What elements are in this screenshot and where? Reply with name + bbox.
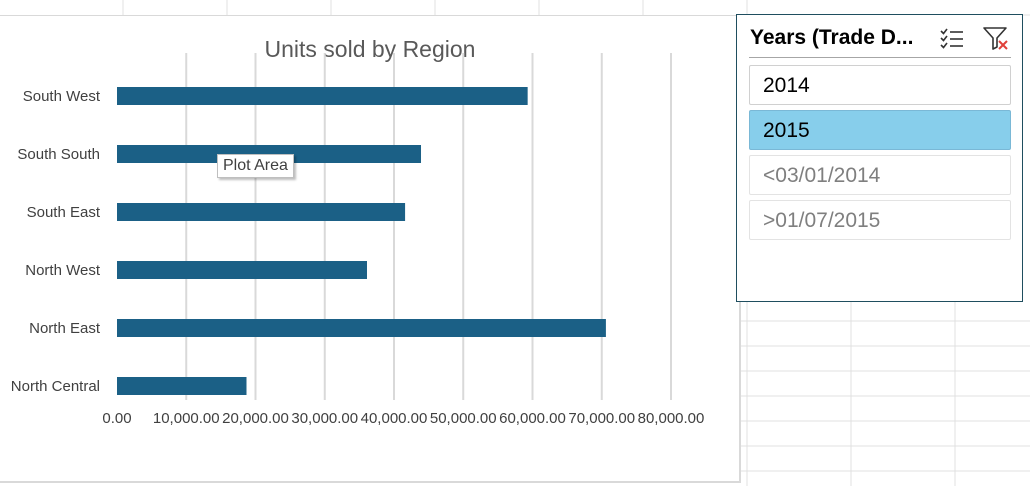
- bar-chart[interactable]: Units sold by Region South West South Sou…: [0, 16, 741, 484]
- multiselect-button[interactable]: [937, 24, 967, 52]
- category-label: South East: [27, 204, 101, 221]
- slicer-item[interactable]: <03/01/2014: [749, 155, 1011, 195]
- slicer-title: Years (Trade D...: [750, 26, 914, 49]
- bar[interactable]: [117, 319, 606, 337]
- category-label: North West: [25, 262, 101, 279]
- slicer-header: Years (Trade D...: [749, 23, 1011, 58]
- bar[interactable]: [117, 377, 247, 395]
- bar[interactable]: [117, 203, 406, 221]
- bars: [117, 87, 606, 395]
- x-tick-label: 50,000.00: [430, 410, 497, 427]
- slicer-item[interactable]: 2015: [749, 110, 1011, 150]
- x-tick-label: 10,000.00: [153, 410, 220, 427]
- slicer-item[interactable]: 2014: [749, 65, 1011, 105]
- category-label: North Central: [11, 378, 100, 395]
- clear-filter-button[interactable]: [981, 24, 1011, 52]
- plot-area-tooltip: Plot Area: [217, 154, 294, 178]
- bar[interactable]: [117, 87, 528, 105]
- chart-title: Units sold by Region: [265, 36, 476, 62]
- clear-filter-icon: [983, 27, 1008, 50]
- x-tick-label: 40,000.00: [361, 410, 428, 427]
- slicer-item[interactable]: >01/07/2015: [749, 200, 1011, 240]
- bar[interactable]: [117, 261, 367, 279]
- x-tick-label: 20,000.00: [222, 410, 289, 427]
- chart-area[interactable]: Units sold by Region South West South Sou…: [0, 15, 741, 483]
- gridlines: [185, 53, 672, 400]
- category-label: North East: [29, 320, 101, 337]
- x-tick-label: 0.00: [102, 410, 131, 427]
- category-label: South South: [17, 146, 100, 163]
- x-tick-label: 80,000.00: [638, 410, 705, 427]
- category-label: South West: [23, 88, 101, 105]
- years-slicer[interactable]: Years (Trade D... 2014 2015 <03/01/201: [736, 14, 1023, 302]
- x-tick-label: 60,000.00: [499, 410, 566, 427]
- x-tick-label: 30,000.00: [291, 410, 358, 427]
- x-tick-label: 70,000.00: [568, 410, 635, 427]
- value-axis: 0.00 10,000.00 20,000.00 30,000.00 40,000.00…: [102, 410, 704, 427]
- multiselect-icon: [940, 28, 963, 49]
- category-axis: South West South South South East North Wes…: [11, 88, 101, 395]
